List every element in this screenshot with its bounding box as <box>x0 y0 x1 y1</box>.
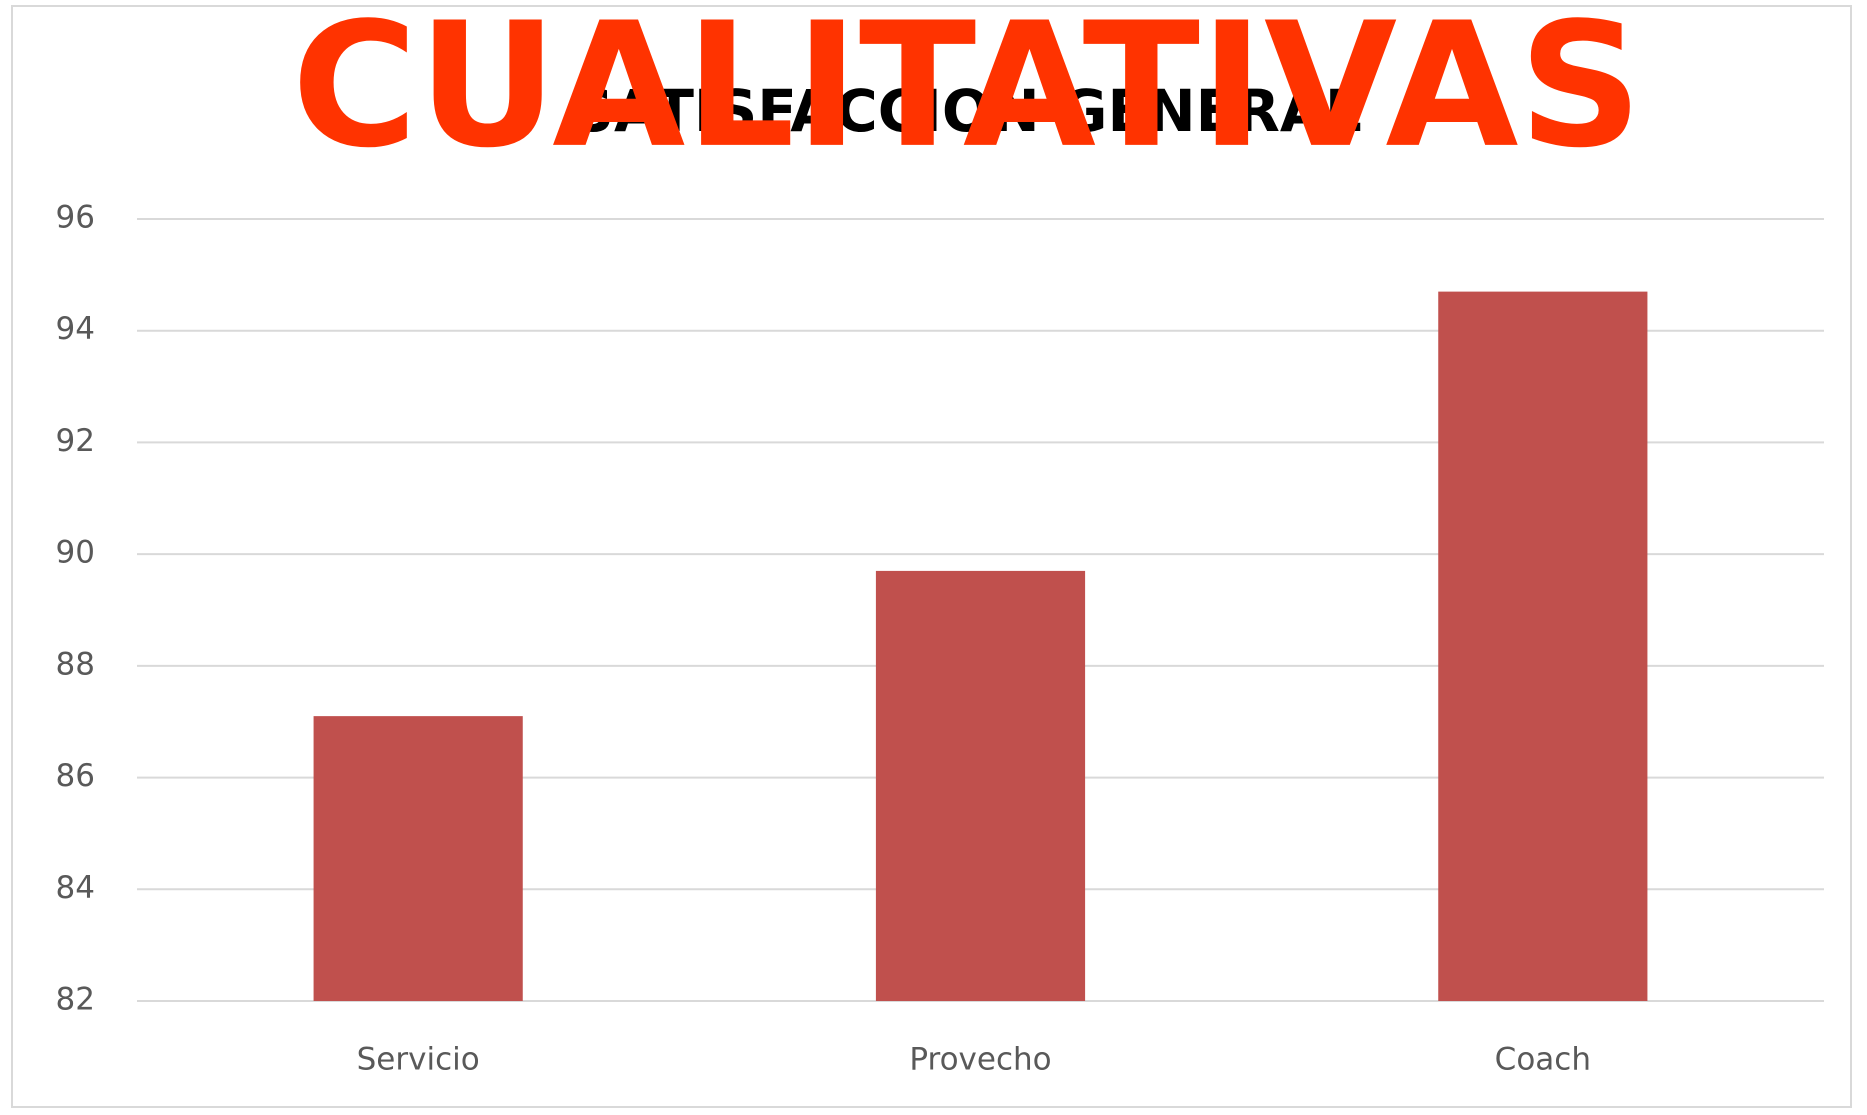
x-tick-label: Coach <box>1495 1042 1591 1078</box>
y-tick-label: 86 <box>56 758 95 794</box>
y-tick-label: 88 <box>56 646 95 682</box>
x-tick-label: Provecho <box>909 1042 1051 1078</box>
chart-title: SATISFACCION GENERAL <box>572 77 1362 145</box>
bar <box>1438 291 1648 1002</box>
bar <box>875 570 1086 1001</box>
bar <box>313 716 523 1001</box>
y-tick-label: 92 <box>56 423 95 459</box>
x-tick-label: Servicio <box>357 1042 480 1078</box>
y-tick-label: 82 <box>56 982 95 1018</box>
y-tick-label: 96 <box>56 200 95 236</box>
plot: 82 84 86 88 90 92 94 96 Servicio Provecho Coach <box>56 200 1824 1078</box>
y-tick-label: 84 <box>56 870 95 906</box>
y-tick-label: 90 <box>56 535 95 571</box>
y-tick-label: 94 <box>56 311 95 347</box>
overlay-annotation: CUALITATIVAS <box>292 0 1643 186</box>
